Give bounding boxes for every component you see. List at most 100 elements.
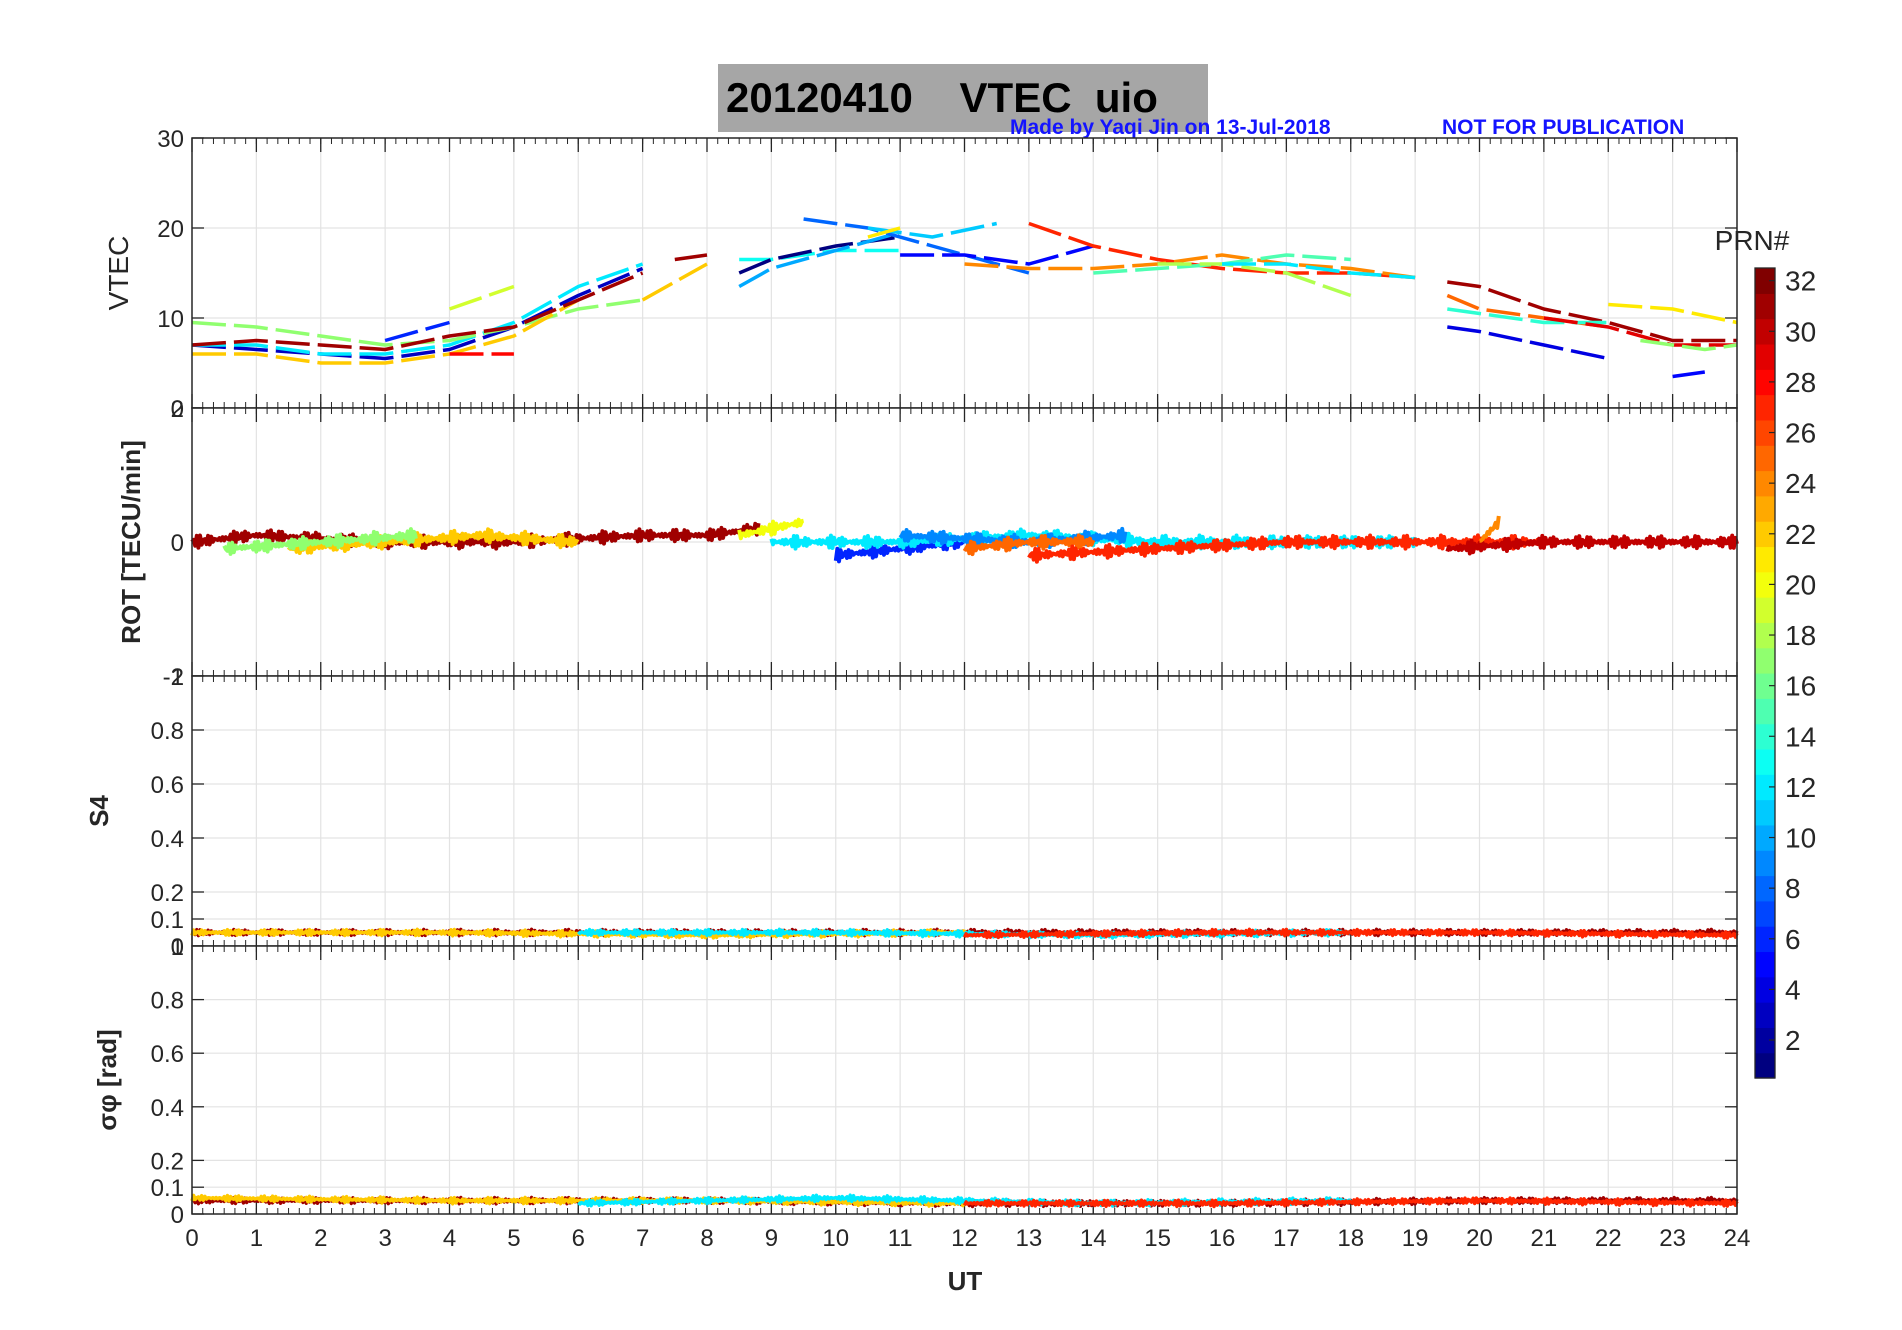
colorbar-tick-label: 12: [1785, 772, 1816, 803]
series-prn-24: [964, 253, 1416, 280]
y-tick-label: 0.2: [151, 880, 184, 907]
colorbar-swatch: [1755, 976, 1775, 1003]
colorbar-swatch: [1755, 673, 1775, 699]
colorbar-swatch: [1755, 293, 1775, 320]
x-tick-label: 16: [1209, 1225, 1236, 1252]
colorbar-swatch: [1755, 1027, 1775, 1054]
series-prn-27: [1027, 533, 1545, 564]
series-prn-9: [898, 526, 1128, 550]
colorbar-swatch: [1755, 369, 1775, 396]
x-tick-label: 4: [443, 1225, 456, 1252]
y-axis-label: S4: [84, 795, 114, 827]
x-axis-label: UT: [948, 1266, 983, 1296]
credit-author: Made by Yaqi Jin on 13-Jul-2018: [1010, 116, 1331, 139]
series-prn-17: [222, 527, 418, 556]
figure-title: 20120410 VTEC uio: [726, 74, 1158, 121]
colorbar-swatch: [1755, 268, 1775, 294]
colorbar-tick-label: 14: [1785, 721, 1816, 752]
colorbar-swatch: [1755, 470, 1775, 497]
colorbar-tick-label: 2: [1785, 1025, 1801, 1056]
series-prn-20: [737, 517, 805, 541]
colorbar-tick-label: 16: [1785, 671, 1816, 702]
colorbar-swatch: [1755, 597, 1775, 623]
x-tick-label: 19: [1402, 1225, 1429, 1252]
y-tick-label: 0.8: [151, 988, 184, 1015]
y-tick-label: 0.4: [151, 826, 184, 853]
series-prn-12: [192, 262, 644, 356]
colorbar-tick-label: 20: [1785, 569, 1816, 600]
title-box: [718, 64, 1208, 132]
x-tick-label: 5: [507, 1225, 520, 1252]
colorbar-swatch: [1755, 774, 1775, 801]
colorbar-label: PRN#: [1715, 225, 1790, 256]
colorbar-tick-label: 18: [1785, 620, 1816, 651]
series-prn-22: [192, 298, 580, 365]
colorbar-swatch: [1755, 824, 1775, 851]
colorbar-swatch: [1755, 647, 1775, 674]
colorbar-swatch: [1755, 343, 1775, 370]
x-tick-label: 14: [1080, 1225, 1107, 1252]
x-tick-label: 9: [765, 1225, 778, 1252]
series-prn-8: [803, 217, 1030, 275]
colorbar-swatch: [1755, 850, 1775, 877]
colorbar-tick-label: 32: [1785, 266, 1816, 297]
y-tick-label: 0: [171, 1202, 184, 1229]
y-tick-label: 0.4: [151, 1095, 184, 1122]
x-tick-label: 11: [888, 1225, 913, 1252]
colorbar-swatch: [1755, 799, 1775, 826]
series-prn-18: [1157, 262, 1352, 298]
x-tick-label: 18: [1337, 1225, 1364, 1252]
y-tick-label: 30: [157, 126, 184, 153]
y-tick-label: 0.1: [151, 1175, 184, 1202]
series-prn-5: [900, 244, 1094, 266]
x-tick-label: 22: [1595, 1225, 1622, 1252]
colorbar-tick-label: 30: [1785, 316, 1816, 347]
series-prn-21: [867, 226, 901, 239]
x-tick-label: 20: [1466, 1225, 1493, 1252]
colorbar-swatch: [1755, 926, 1775, 953]
x-tick-label: 0: [185, 1225, 198, 1252]
series-prn-31: [190, 521, 761, 551]
y-tick-label: 10: [157, 306, 184, 333]
y-tick-label: 0.6: [151, 1041, 184, 1068]
series-prn-21: [1608, 302, 1738, 325]
y-tick-label: 1: [171, 934, 184, 961]
x-tick-label: 2: [314, 1225, 327, 1252]
series-prn-22: [641, 262, 708, 302]
colorbar-swatch: [1755, 318, 1775, 345]
series-prn-22: [286, 527, 580, 555]
x-tick-label: 8: [700, 1225, 713, 1252]
x-tick-label: 10: [822, 1225, 849, 1252]
colorbar-swatch: [1755, 622, 1775, 649]
x-tick-label: 6: [572, 1225, 585, 1252]
y-tick-label: 0.2: [151, 1148, 184, 1175]
colorbar-tick-label: 8: [1785, 873, 1801, 904]
x-tick-label: 7: [636, 1225, 649, 1252]
series-prn-24: [1479, 515, 1501, 543]
series-prn-12: [1222, 262, 1416, 280]
colorbar-frame: [1754, 267, 1776, 1079]
series-prn-31: [674, 253, 708, 262]
colorbar-tick-label: 26: [1785, 418, 1816, 449]
panel-s4: 00.10.2 0.4 0.6 0.8 1 S4: [84, 664, 1739, 961]
y-tick-label: 2: [171, 396, 184, 423]
series-prn-27: [962, 927, 1739, 940]
x-tick-label: 13: [1016, 1225, 1043, 1252]
x-tick-label: 24: [1724, 1225, 1751, 1252]
y-axis-label: σφ [rad]: [92, 1029, 122, 1130]
x-tick-label: 15: [1144, 1225, 1171, 1252]
x-tick-label: 3: [378, 1225, 391, 1252]
y-tick-label: 0: [171, 934, 184, 961]
colorbar-tick-label: 10: [1785, 823, 1816, 854]
series-prn-12: [577, 1193, 1352, 1208]
colorbar-swatch: [1755, 495, 1775, 522]
y-tick-label: -2: [163, 664, 184, 691]
series-prn-30: [1445, 533, 1739, 556]
series-prn-29: [1543, 316, 1737, 347]
x-tick-label: 23: [1659, 1225, 1686, 1252]
colorbar-swatch: [1755, 394, 1775, 421]
colorbar-swatch: [1755, 419, 1775, 446]
